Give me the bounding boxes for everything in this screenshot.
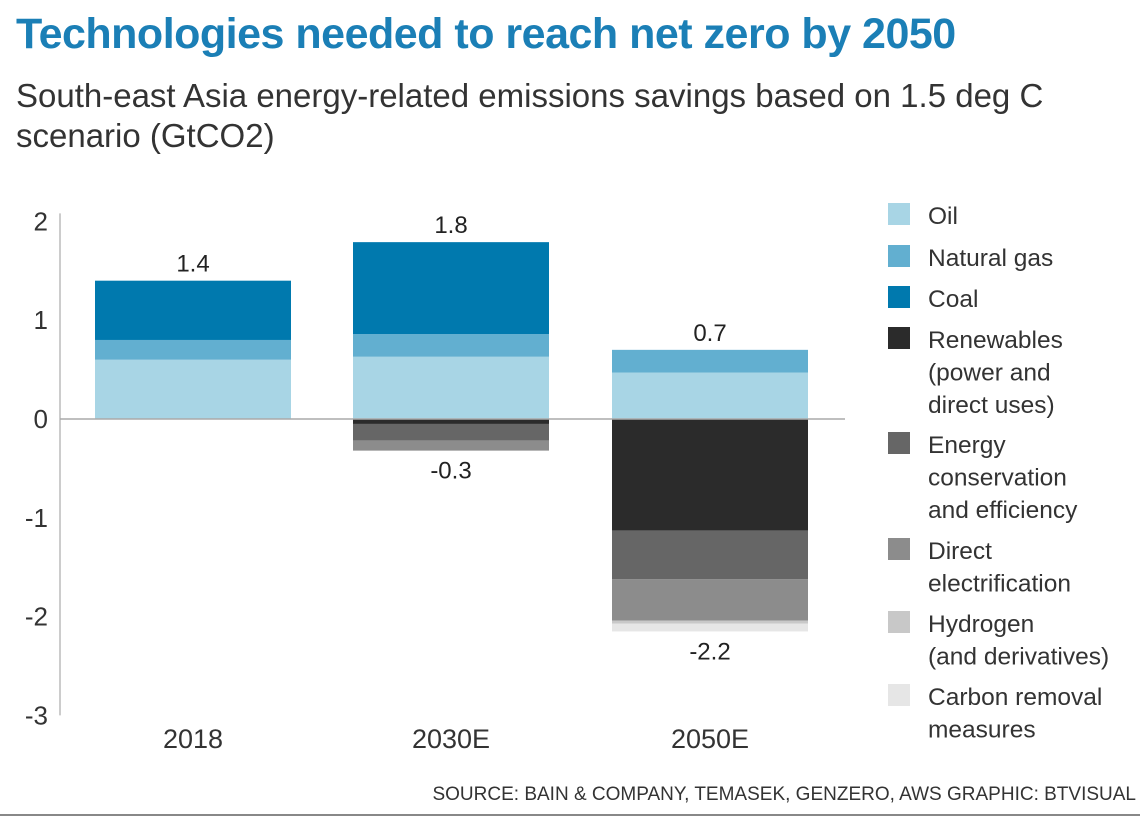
x-tick-label: 2018: [163, 724, 223, 754]
legend-swatch: [888, 538, 910, 560]
bar-segment-energy-conservation-and-efficiency: [353, 423, 549, 441]
legend-swatch: [888, 286, 910, 308]
legend-swatch: [888, 245, 910, 267]
legend-label: Natural gas: [928, 245, 1053, 272]
bar-segment-coal: [95, 280, 291, 340]
legend-label: direct uses): [928, 392, 1055, 419]
positive-total-label: 1.4: [176, 251, 209, 278]
legend-label: and efficiency: [928, 497, 1078, 524]
legend-label: Direct: [928, 538, 992, 565]
chart-subtitle: South-east Asia energy-related emissions…: [16, 77, 1044, 154]
bar-segment-oil: [95, 359, 291, 419]
legend-swatch: [888, 327, 910, 349]
bar-segment-renewables-power-and-direct-uses: [612, 419, 808, 531]
legend-label: Oil: [928, 203, 958, 230]
bar-segment-hydrogen-and-derivatives: [612, 620, 808, 624]
source-note: SOURCE: BAIN & COMPANY, TEMASEK, GENZERO…: [432, 784, 1136, 805]
bar-segment-carbon-removal-measures: [612, 623, 808, 632]
bar-segment-oil: [612, 372, 808, 419]
chart-title: Technologies needed to reach net zero by…: [16, 10, 956, 58]
y-tick-label: -1: [25, 503, 48, 533]
y-tick-label: 1: [34, 305, 48, 335]
legend-label: measures: [928, 717, 1036, 744]
y-tick-label: 0: [34, 404, 48, 434]
legend-swatch: [888, 203, 910, 225]
bar-segment-coal: [353, 242, 549, 335]
bar-segment-direct-electrification: [353, 440, 549, 451]
legend-label: Hydrogen: [928, 611, 1034, 638]
legend-label: (power and: [928, 360, 1051, 387]
negative-total-label: -0.3: [430, 458, 471, 485]
bar-segment-energy-conservation-and-efficiency: [612, 530, 808, 580]
x-tick-label: 2030E: [412, 724, 490, 754]
legend-label: Energy: [928, 432, 1006, 459]
bar-segment-renewables-power-and-direct-uses: [353, 419, 549, 424]
bar-segment-natural-gas: [95, 339, 291, 360]
legend-label: conservation: [928, 465, 1067, 492]
legend-label: (and derivatives): [928, 644, 1109, 671]
negative-total-label: -2.2: [689, 638, 730, 665]
bar-segment-oil: [353, 356, 549, 419]
positive-total-label: 1.8: [434, 212, 467, 239]
legend-label: Carbon removal: [928, 684, 1102, 711]
y-tick-label: -2: [25, 602, 48, 632]
legend-label: electrification: [928, 571, 1071, 598]
bar-segment-natural-gas: [353, 334, 549, 357]
legend-label: Coal: [928, 286, 978, 313]
bar-segment-direct-electrification: [612, 579, 808, 621]
legend-swatch: [888, 432, 910, 454]
bar-segment-natural-gas: [612, 349, 808, 373]
bottom-rule: [0, 814, 1140, 816]
x-tick-label: 2050E: [671, 724, 749, 754]
legend-label: Renewables: [928, 327, 1063, 354]
positive-total-label: 0.7: [693, 320, 726, 347]
legend-swatch: [888, 684, 910, 706]
legend-swatch: [888, 611, 910, 633]
y-tick-label: 2: [34, 206, 48, 236]
y-tick-label: -3: [25, 700, 48, 730]
